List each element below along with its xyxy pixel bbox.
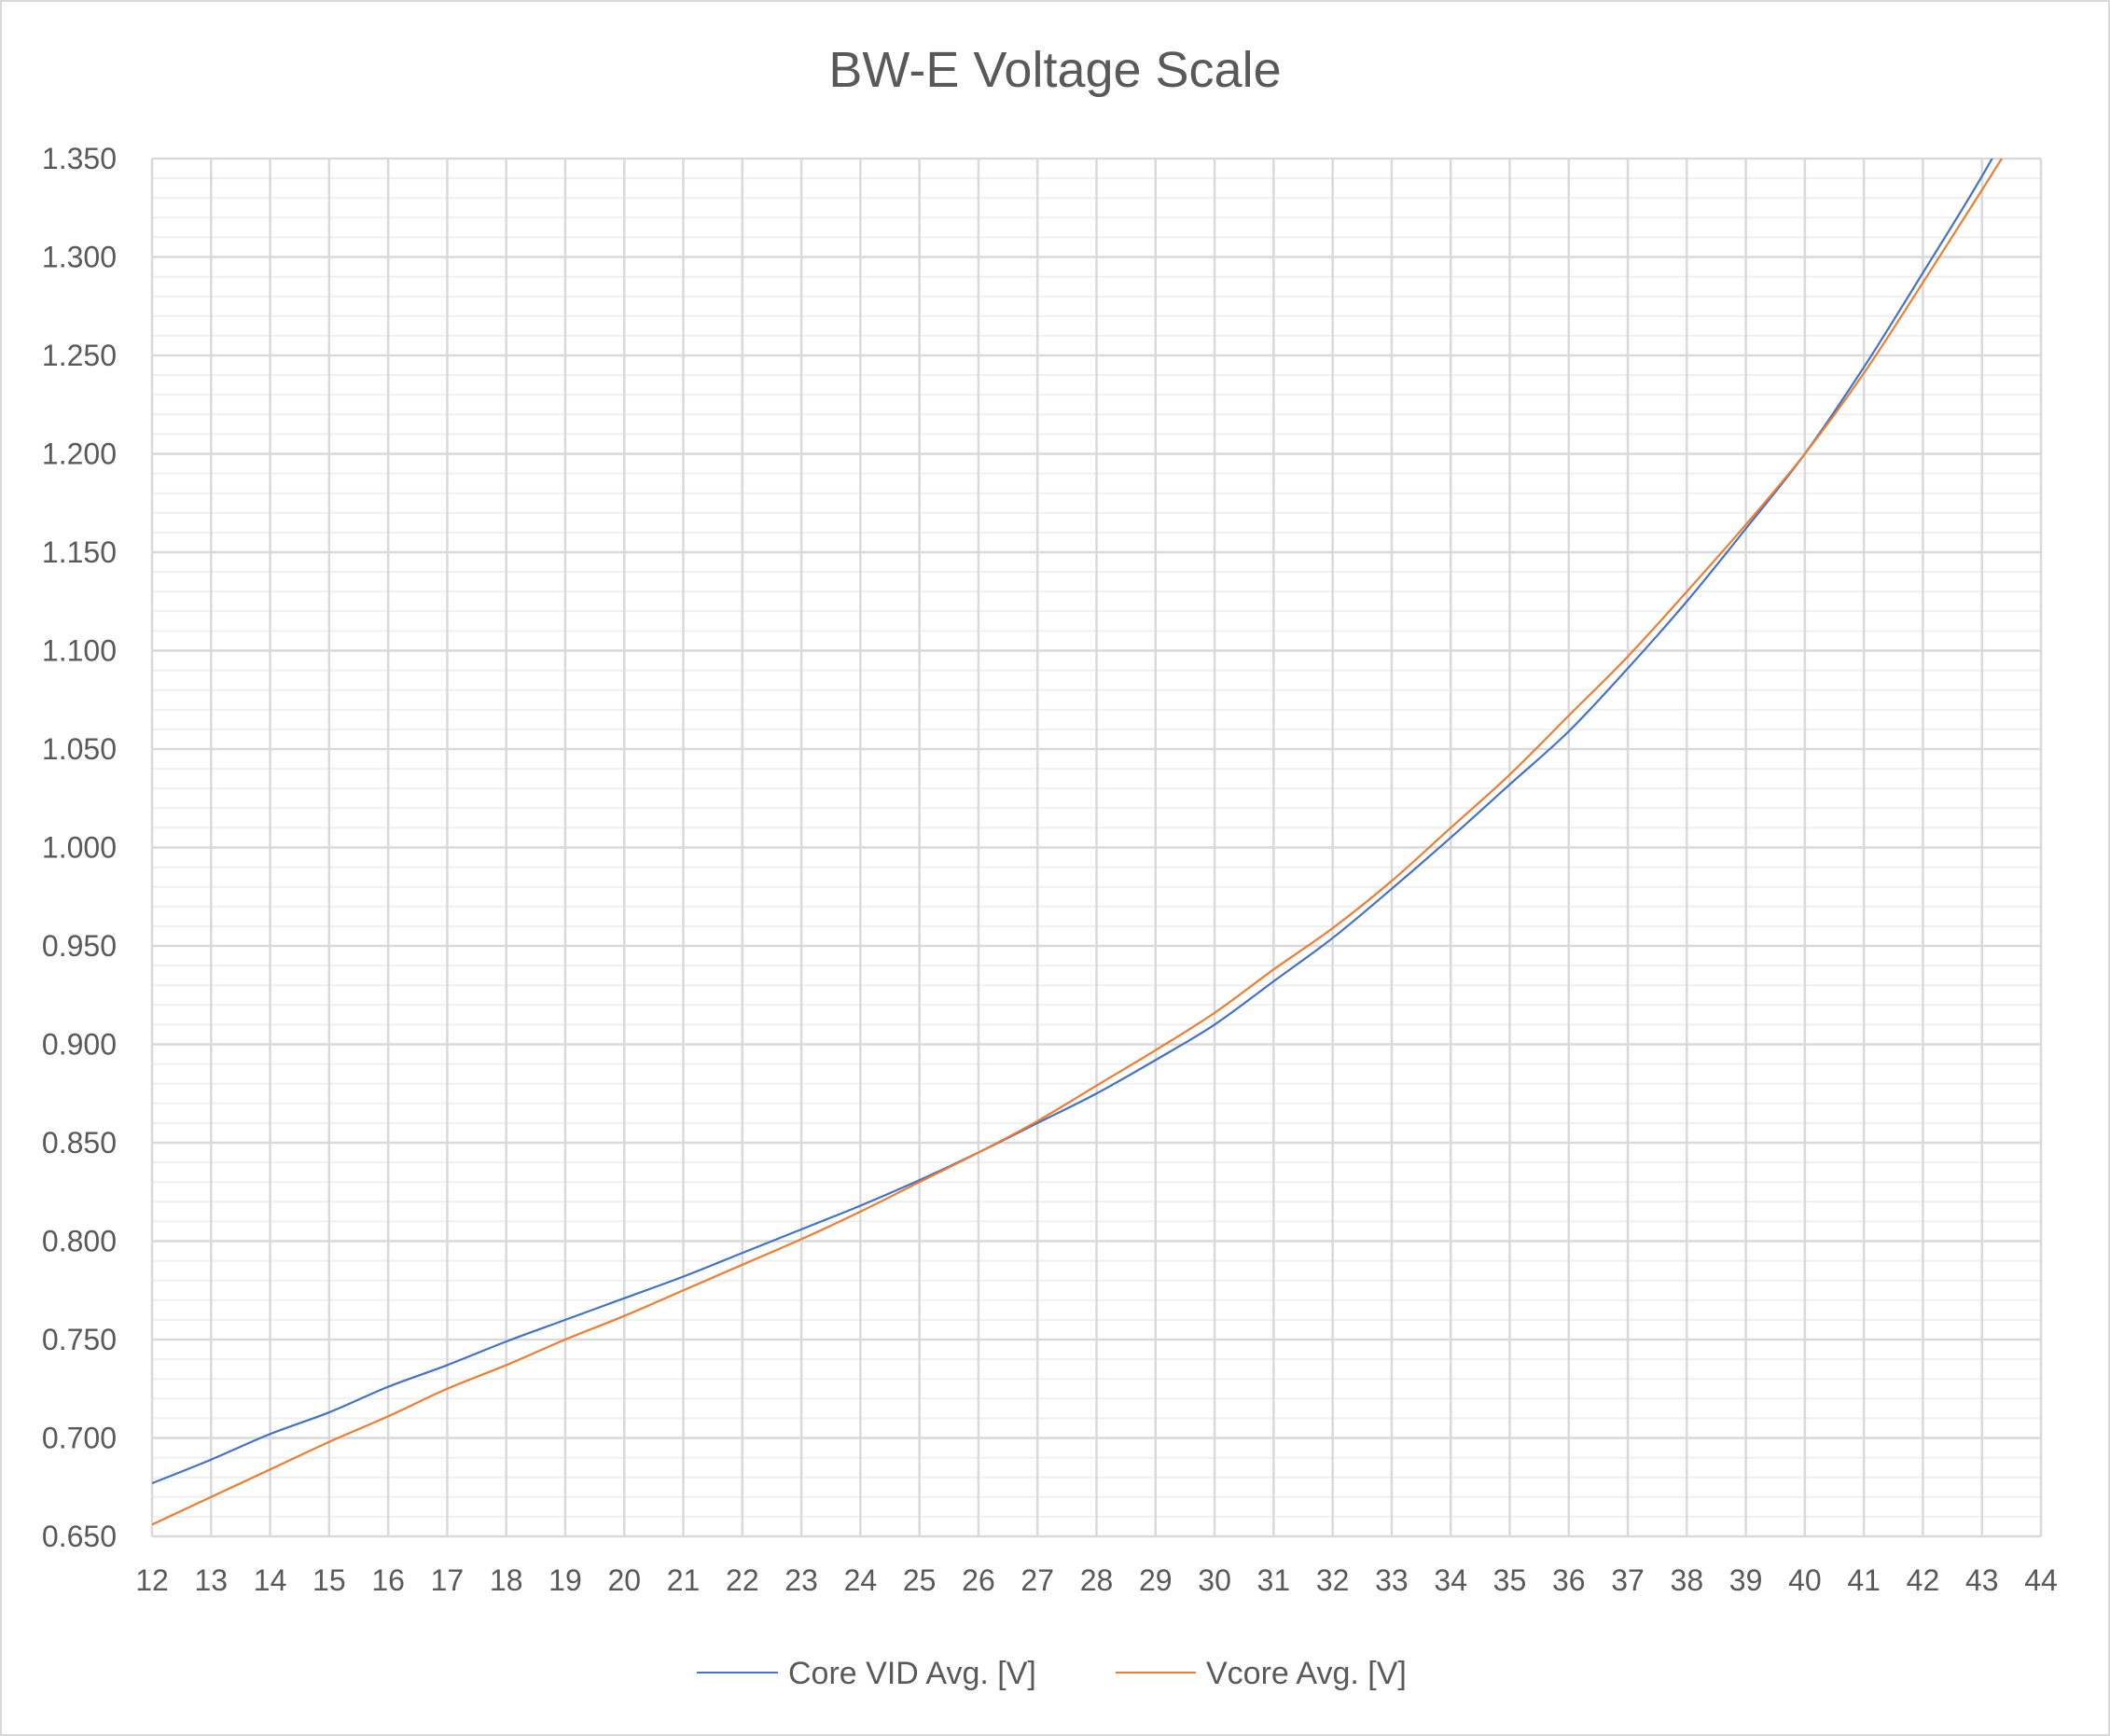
x-tick-label: 25 [903,1563,937,1597]
x-tick-label: 42 [1907,1563,1940,1597]
y-tick-label: 0.700 [42,1422,117,1455]
x-tick-label: 12 [135,1563,169,1597]
y-tick-label: 1.100 [42,634,117,668]
x-tick-label: 37 [1611,1563,1645,1597]
y-tick-label: 1.250 [42,339,117,372]
x-tick-label: 29 [1139,1563,1173,1597]
legend-label-core-vid: Core VID Avg. [V] [788,1656,1036,1691]
x-tick-label: 18 [490,1563,523,1597]
x-tick-label: 16 [371,1563,405,1597]
gridlines [150,157,2043,1538]
x-tick-label: 20 [607,1563,641,1597]
legend-label-vcore: Vcore Avg. [V] [1206,1656,1407,1691]
x-tick-label: 30 [1198,1563,1231,1597]
x-tick-label: 26 [962,1563,995,1597]
x-tick-label: 13 [194,1563,228,1597]
x-tick-label: 41 [1847,1563,1881,1597]
x-tick-label: 40 [1788,1563,1822,1597]
y-axis-tick-labels: 0.650 0.700 0.750 0.800 0.850 0.900 0.950 1.000… [42,142,117,1553]
x-tick-label: 35 [1493,1563,1527,1597]
series-line-vcore [152,159,2004,1526]
x-tick-label: 27 [1020,1563,1054,1597]
y-tick-label: 0.750 [42,1323,117,1356]
y-tick-label: 1.300 [42,241,117,274]
x-tick-label: 31 [1257,1563,1291,1597]
y-tick-label: 1.200 [42,437,117,471]
x-tick-label: 32 [1316,1563,1350,1597]
series-line-core-vid [152,159,1993,1485]
x-tick-label: 22 [726,1563,759,1597]
series-lines [152,159,2004,1526]
x-tick-label: 36 [1552,1563,1586,1597]
y-tick-label: 1.050 [42,732,117,766]
y-tick-label: 0.900 [42,1028,117,1062]
y-tick-label: 0.850 [42,1126,117,1160]
x-tick-label: 39 [1729,1563,1763,1597]
y-tick-label: 1.150 [42,535,117,569]
x-tick-label: 38 [1671,1563,1704,1597]
x-tick-label: 34 [1434,1563,1467,1597]
x-tick-label: 24 [844,1563,878,1597]
y-tick-label: 1.000 [42,831,117,865]
x-tick-label: 44 [2024,1563,2058,1597]
x-tick-label: 33 [1375,1563,1409,1597]
y-tick-label: 1.350 [42,142,117,175]
x-tick-label: 19 [548,1563,582,1597]
y-tick-label: 0.800 [42,1225,117,1258]
y-tick-label: 0.650 [42,1520,117,1553]
x-tick-label: 43 [1965,1563,1999,1597]
x-tick-label: 14 [254,1563,287,1597]
x-tick-label: 23 [784,1563,818,1597]
y-tick-label: 0.950 [42,929,117,963]
legend: Core VID Avg. [V] Vcore Avg. [V] [697,1656,1407,1691]
x-tick-label: 15 [312,1563,346,1597]
x-tick-label: 28 [1080,1563,1114,1597]
x-tick-label: 17 [431,1563,465,1597]
chart-title: BW-E Voltage Scale [828,42,1281,98]
x-tick-label: 21 [667,1563,701,1597]
x-axis-tick-labels: 12 13 14 15 16 17 18 19 20 21 22 23 24 25 26 27 28 29 30 31… [135,1563,2058,1597]
